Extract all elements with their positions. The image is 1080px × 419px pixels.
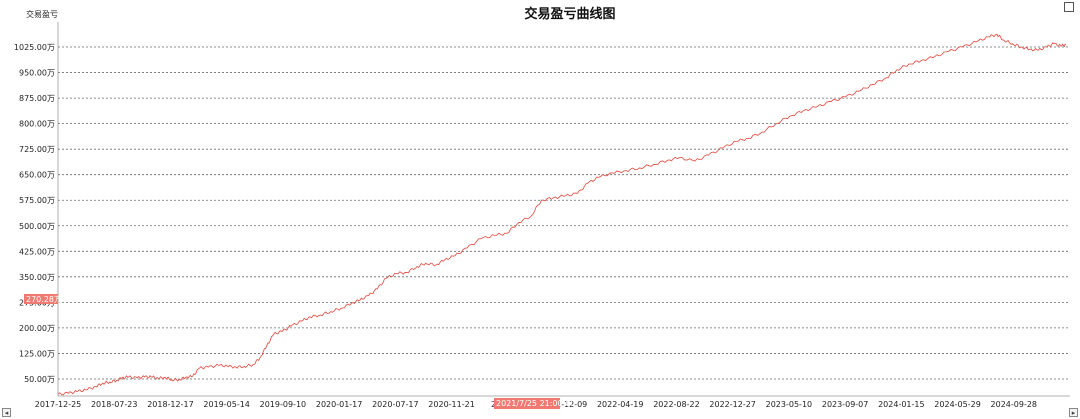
x-tick-label: 2022-12-27 — [709, 400, 756, 409]
y-tick-label: 650.00万 — [19, 171, 55, 180]
x-tick-label: 2024-09-28 — [991, 400, 1038, 409]
y-tick-label: 200.00万 — [19, 324, 55, 333]
y-tick-label: 725.00万 — [19, 145, 55, 154]
x-tick-label: 2017-12-25 — [35, 400, 82, 409]
x-tick-label: 2020-11-21 — [428, 400, 475, 409]
y-tick-label: 125.00万 — [19, 349, 55, 358]
series-line — [57, 33, 1067, 396]
x-tick-label: 2019-09-10 — [260, 400, 307, 409]
y-tick-label: 575.00万 — [19, 196, 55, 205]
x-tick-label: 2023-05-10 — [766, 400, 813, 409]
x-crosshair-badge — [494, 398, 560, 409]
x-crosshair-value: 2021/7/25 21:00:00 — [496, 399, 576, 408]
x-tick-label: 2022-04-19 — [597, 400, 644, 409]
x-tick-label: 2019-05-14 — [203, 400, 250, 409]
y-crosshair-value: 270.28万 — [26, 295, 62, 304]
y-tick-label: 425.00万 — [19, 247, 55, 256]
y-tick-label: 950.00万 — [19, 69, 55, 78]
crosshair: 270.28万 2021/7/25 21:00:00 — [24, 294, 576, 409]
gridlines — [57, 22, 1070, 397]
x-tick-label: 2020-07-17 — [372, 400, 419, 409]
y-tick-label: 500.00万 — [19, 222, 55, 231]
x-tick-label: 2021-12-09 — [541, 400, 588, 409]
y-tick-label: 350.00万 — [19, 273, 55, 282]
x-tick-label: 2018-12-17 — [147, 400, 194, 409]
y-crosshair-badge — [24, 294, 58, 304]
y-axis-ticks: 50.00万125.00万200.00万275.00万350.00万425.00… — [14, 43, 55, 384]
y-tick-label: 1025.00万 — [14, 43, 55, 52]
x-tick-label: 2018-07-23 — [91, 400, 138, 409]
scroll-right-icon[interactable]: ▸ — [1069, 408, 1078, 417]
y-tick-label: 875.00万 — [19, 94, 55, 103]
scroll-left-icon[interactable]: ◂ — [2, 408, 11, 417]
y-tick-label: 50.00万 — [24, 375, 55, 384]
y-axis-label: 交易盈亏 — [26, 9, 58, 19]
x-axis-ticks: 2017-12-25 2018-07-23 2018-12-17 2019-05-14… — [35, 400, 1037, 409]
square-icon[interactable] — [1064, 2, 1074, 12]
x-tick-label: 2022-08-22 — [653, 400, 700, 409]
x-tick-label: 2023-09-07 — [822, 400, 869, 409]
x-tick-label: 2024-05-29 — [934, 400, 981, 409]
x-tick-label: 2020-01-17 — [316, 400, 363, 409]
x-tick-label: 2024-01-15 — [878, 400, 925, 409]
chart-title: 交易盈亏曲线图 — [524, 6, 615, 22]
y-tick-label: 800.00万 — [19, 120, 55, 129]
